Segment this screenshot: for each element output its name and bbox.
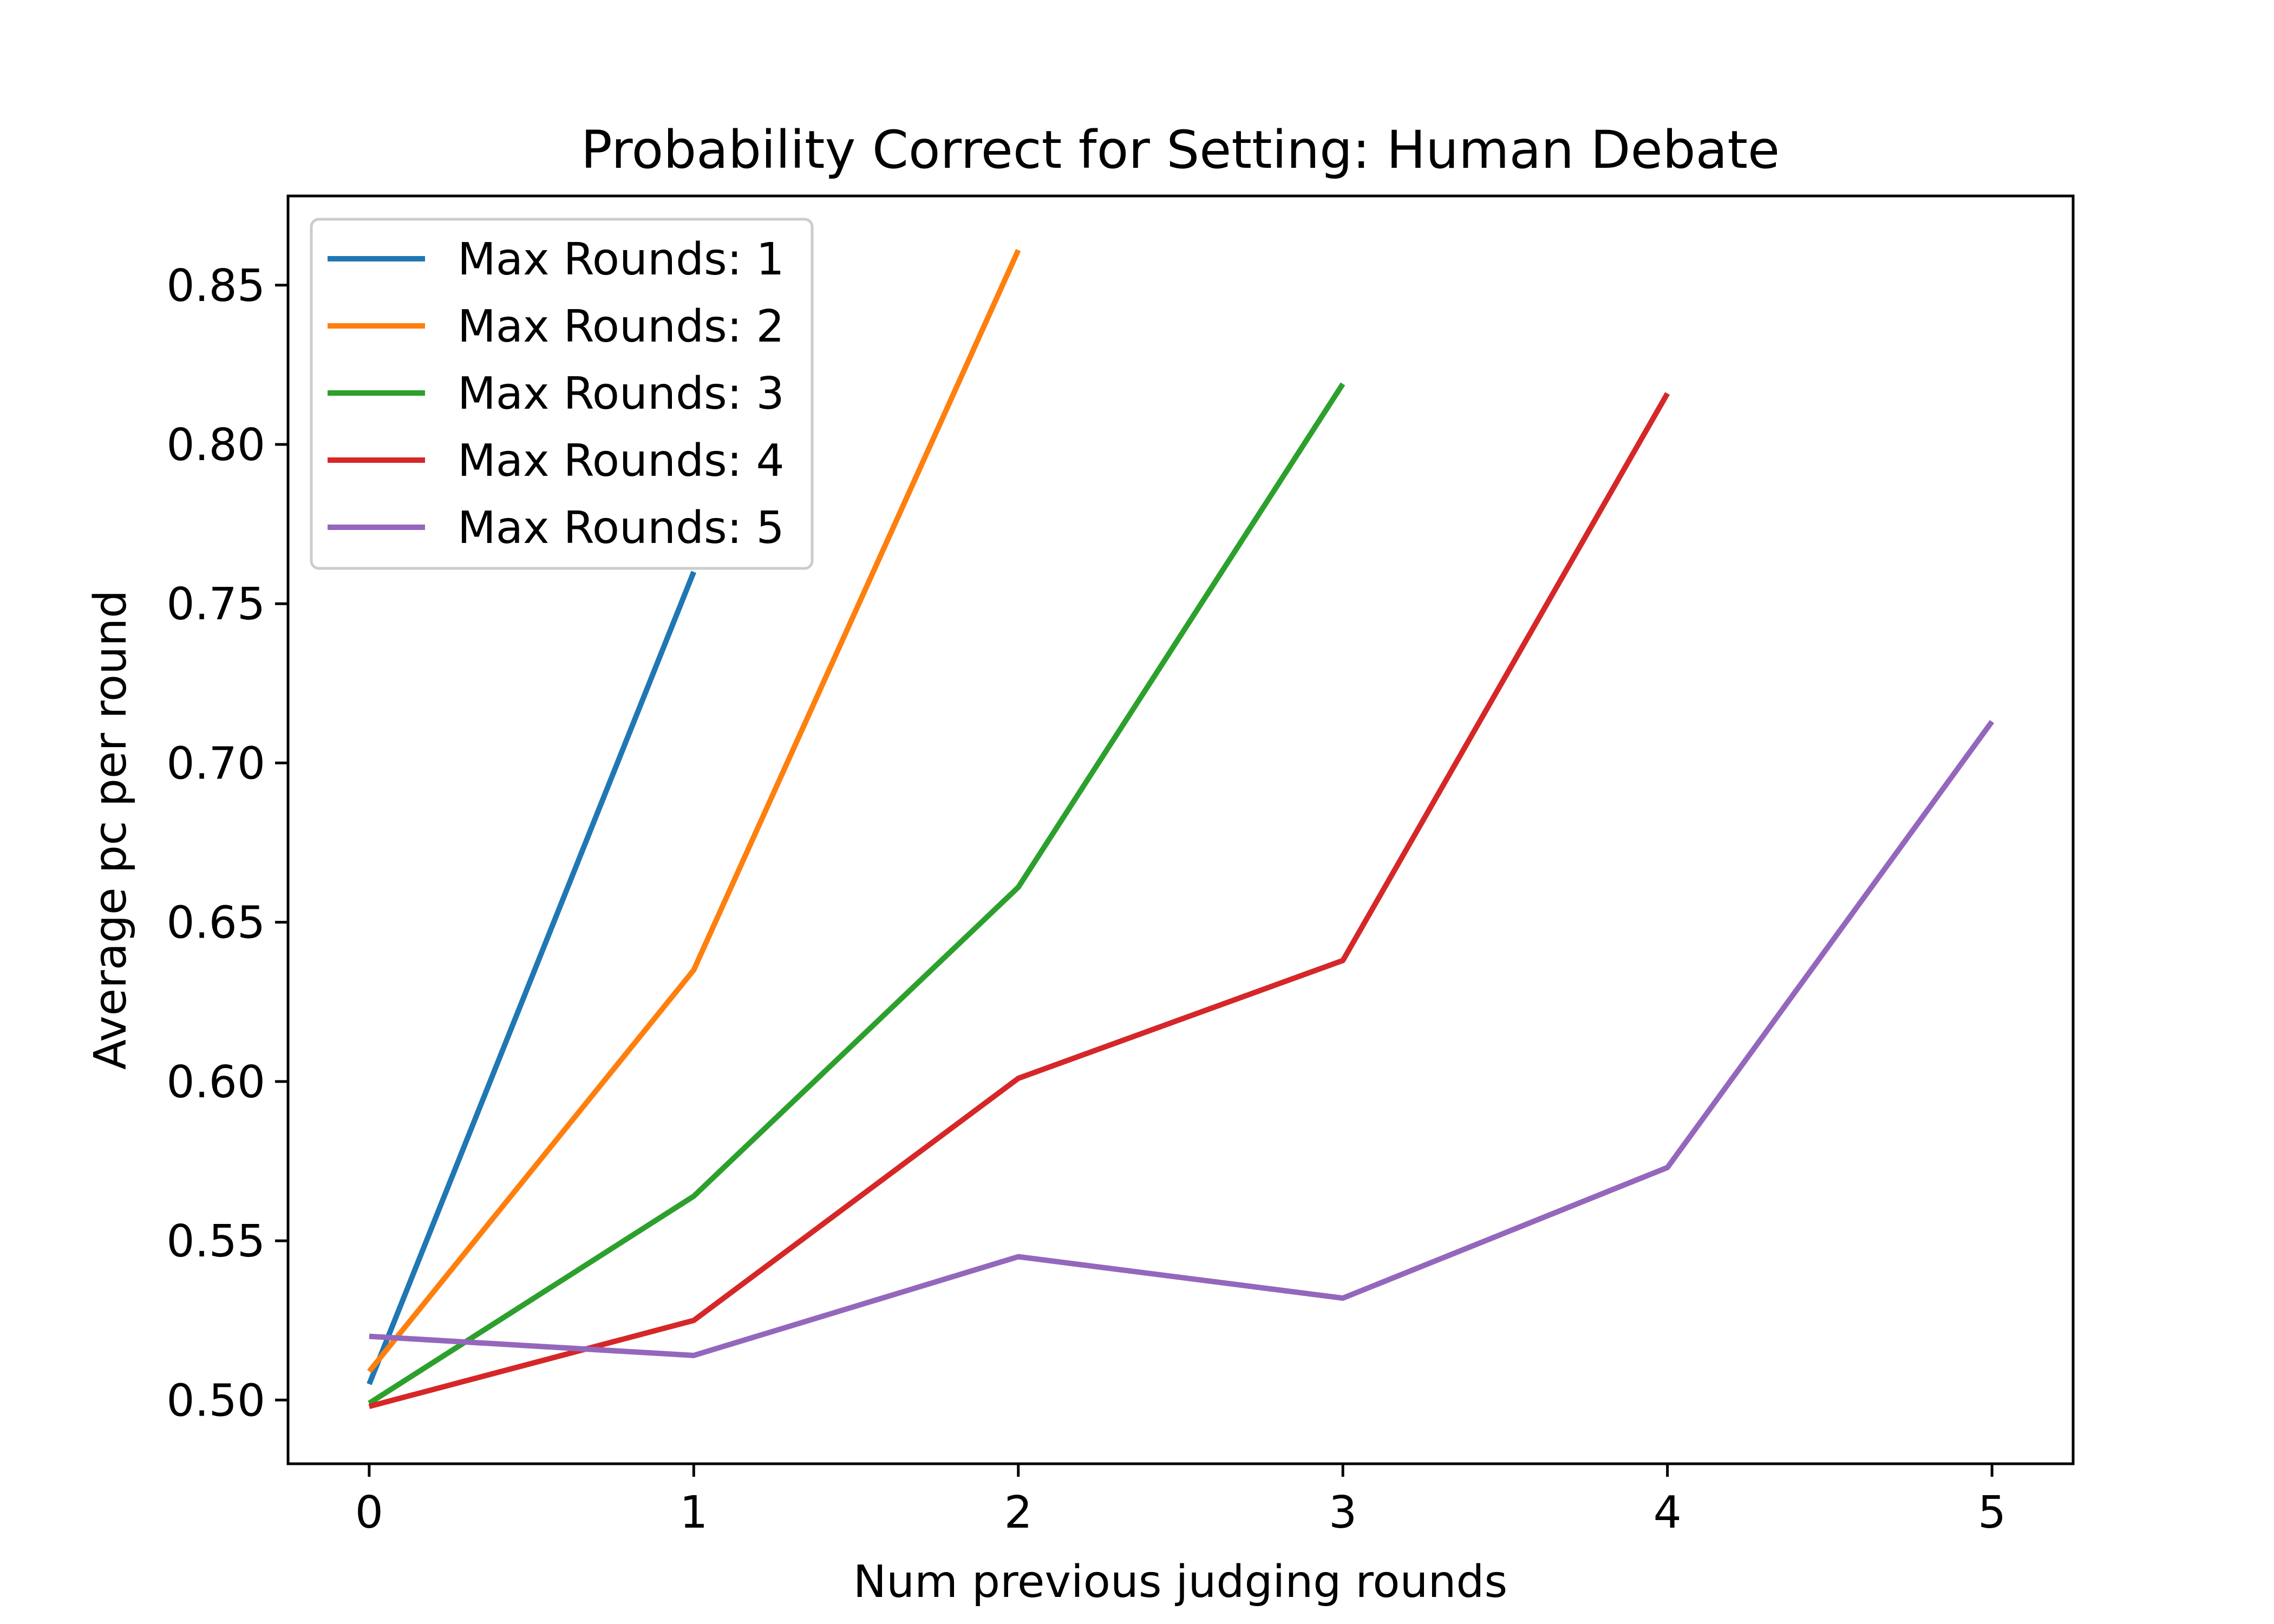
x-axis-label: Num previous judging rounds [853, 1556, 1507, 1608]
y-tick-label: 0.75 [166, 579, 265, 630]
y-tick-label: 0.80 [166, 420, 265, 471]
legend-items: Max Rounds: 1 Max Rounds: 2 Max Rounds: 3 M… [328, 234, 785, 554]
x-tick-label: 0 [355, 1487, 383, 1538]
series-line-1 [367, 571, 696, 1385]
x-tick-label: 2 [1004, 1487, 1033, 1538]
legend-label-3: Max Rounds: 3 [458, 368, 785, 420]
y-tick-label: 0.50 [166, 1375, 265, 1426]
legend-label-2: Max Rounds: 2 [458, 301, 785, 352]
legend-label-5: Max Rounds: 5 [458, 502, 785, 554]
series-line-3 [368, 382, 1345, 1406]
y-tick-label: 0.70 [166, 738, 265, 789]
chart-title: Probability Correct for Setting: Human D… [581, 120, 1780, 180]
legend-box [310, 218, 814, 570]
series-line-2 [367, 248, 1021, 1373]
legend-label-4: Max Rounds: 4 [458, 435, 785, 487]
y-tick-label: 0.65 [166, 898, 265, 949]
x-tick-label: 4 [1654, 1487, 1682, 1538]
legend: Max Rounds: 1 Max Rounds: 2 Max Rounds: 3 M… [310, 218, 814, 570]
plot-frame [286, 194, 2075, 1465]
series-line-5 [369, 719, 1995, 1358]
x-tick-label: 3 [1329, 1487, 1357, 1538]
legend-label-1: Max Rounds: 1 [458, 234, 785, 285]
y-axis-label: Average pc per round [85, 590, 136, 1070]
x-axis: 0 1 2 3 4 5 [355, 1464, 2006, 1538]
plot-area [367, 248, 1995, 1409]
x-tick-label: 5 [1978, 1487, 2006, 1538]
y-axis: 0.50 0.55 0.60 0.65 0.70 0.75 0.80 0.85 [166, 260, 288, 1426]
series-layer [367, 248, 1995, 1409]
y-tick-label: 0.60 [166, 1057, 265, 1108]
x-tick-label: 1 [679, 1487, 708, 1538]
y-tick-label: 0.85 [166, 260, 265, 312]
y-tick-label: 0.55 [166, 1216, 265, 1267]
